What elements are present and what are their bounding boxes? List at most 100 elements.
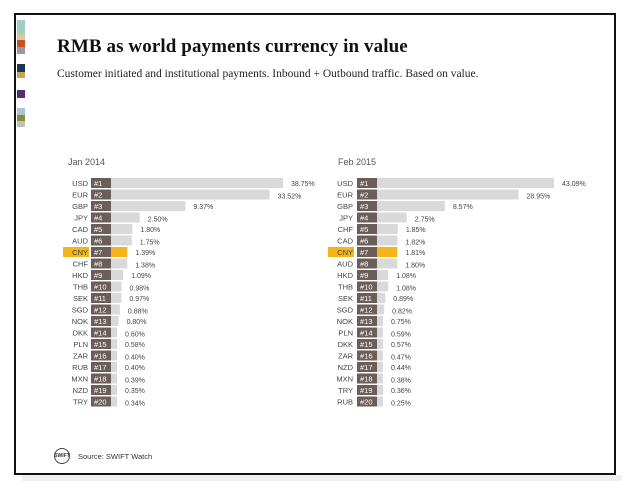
rank-box — [357, 224, 377, 234]
rank-box — [357, 304, 377, 315]
chart-1: USD #1 43.09% EUR #2 28.95% GBP #3 8.57% JPY #4 2.7… — [328, 178, 586, 408]
value-label: 1.75% — [140, 240, 160, 247]
rank-label: #2 — [360, 191, 368, 200]
rank-box — [357, 350, 377, 361]
bar — [91, 178, 283, 188]
bar — [357, 258, 398, 269]
rank-label: #1 — [360, 179, 368, 188]
currency-label: TRY — [73, 398, 88, 407]
rank-label: #20 — [360, 398, 373, 407]
rank-box — [357, 362, 377, 372]
bar — [357, 212, 407, 223]
currency-label: PLN — [338, 329, 353, 338]
currency-label: NZD — [73, 386, 89, 395]
rank-label: #3 — [94, 202, 102, 211]
currency-label: TRY — [338, 386, 353, 395]
value-label: 0.35% — [125, 388, 145, 395]
value-label: 1.80% — [140, 227, 160, 234]
rank-label: #12 — [94, 306, 107, 315]
value-label: 2.50% — [148, 217, 168, 224]
value-label: 43.09% — [562, 181, 586, 188]
color-swatch — [17, 72, 25, 78]
value-label: 1.39% — [135, 250, 155, 257]
value-label: 0.59% — [391, 332, 411, 339]
currency-label: MXN — [71, 375, 88, 384]
value-label: 0.39% — [125, 378, 145, 385]
value-label: 0.60% — [125, 332, 145, 339]
rank-label: #9 — [94, 271, 102, 280]
color-swatch — [17, 47, 25, 54]
value-label: 8.57% — [453, 204, 473, 211]
rank-box — [91, 235, 111, 246]
currency-label: CHF — [73, 260, 89, 269]
currency-label: RUB — [72, 363, 88, 372]
rank-label: #8 — [360, 260, 368, 269]
color-swatch — [17, 40, 25, 47]
color-swatch — [17, 78, 25, 90]
value-label: 0.38% — [391, 378, 411, 385]
value-label: 1.82% — [405, 240, 425, 247]
page-title: RMB as world payments currency in value — [57, 36, 408, 57]
rank-label: #5 — [360, 225, 368, 234]
rank-label: #7 — [360, 248, 368, 257]
rank-label: #2 — [94, 191, 102, 200]
currency-label: CHF — [338, 225, 354, 234]
rank-box — [91, 396, 111, 407]
rank-label: #15 — [360, 340, 373, 349]
rank-label: #19 — [94, 386, 107, 395]
rank-box — [91, 224, 111, 234]
rank-label: #6 — [94, 237, 102, 246]
value-label: 1.80% — [405, 263, 425, 270]
currency-label: RUB — [337, 398, 353, 407]
rank-box — [357, 385, 377, 395]
color-swatch — [17, 90, 25, 98]
rank-box — [357, 201, 377, 211]
rank-box — [357, 316, 377, 326]
currency-label: HKD — [72, 271, 88, 280]
rank-label: #17 — [94, 363, 107, 372]
color-swatch — [17, 98, 25, 108]
value-label: 2.75% — [415, 217, 435, 224]
rank-box — [91, 201, 111, 211]
color-swatch — [17, 34, 25, 40]
rank-label: #4 — [94, 214, 102, 223]
currency-label: SEK — [73, 294, 88, 303]
rank-label: #1 — [94, 179, 102, 188]
color-swatch — [17, 20, 25, 34]
value-label: 1.81% — [405, 250, 425, 257]
bar — [91, 189, 270, 200]
value-label: 1.85% — [406, 227, 426, 234]
value-label: 0.58% — [125, 342, 145, 349]
currency-label: GBP — [337, 202, 353, 211]
currency-label: JPY — [339, 214, 353, 223]
rank-label: #6 — [360, 237, 368, 246]
value-label: 0.47% — [391, 355, 411, 362]
currency-label: DKK — [338, 340, 353, 349]
rank-box — [91, 339, 111, 349]
currency-label: ZAR — [338, 352, 354, 361]
currency-label: GBP — [72, 202, 88, 211]
color-swatch — [17, 115, 25, 121]
rank-box — [91, 385, 111, 395]
value-label: 1.08% — [396, 273, 416, 280]
rank-label: #10 — [360, 283, 373, 292]
bar — [91, 212, 140, 223]
rank-box — [357, 212, 377, 223]
rank-box — [91, 362, 111, 372]
currency-label: CAD — [337, 237, 353, 246]
value-label: 38.75% — [291, 181, 315, 188]
value-label: 0.80% — [127, 319, 147, 326]
frame-shadow — [22, 475, 622, 481]
value-label: 0.25% — [391, 401, 411, 408]
currency-label: THB — [73, 283, 88, 292]
rank-label: #15 — [94, 340, 107, 349]
bar — [357, 247, 398, 257]
rank-label: #14 — [94, 329, 107, 338]
rank-box — [357, 189, 377, 200]
currency-label: PLN — [73, 340, 88, 349]
rank-label: #12 — [360, 306, 373, 315]
currency-label: EUR — [337, 191, 353, 200]
rank-label: #3 — [360, 202, 368, 211]
value-label: 0.40% — [125, 355, 145, 362]
